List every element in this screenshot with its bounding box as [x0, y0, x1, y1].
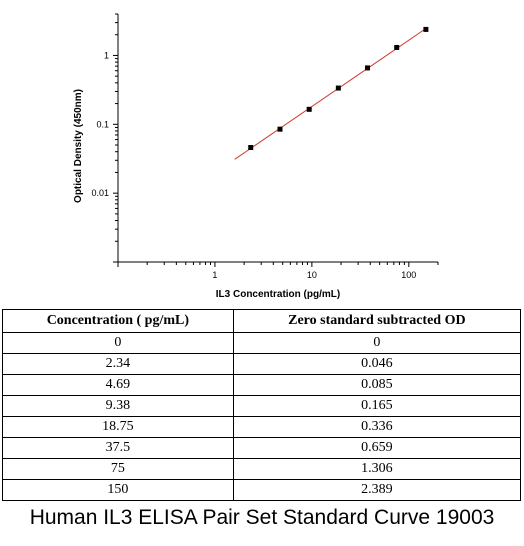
data-point: [277, 126, 283, 132]
concentration-cell: 9.38: [2, 395, 234, 417]
x-tick-label: 1: [212, 270, 217, 280]
data-point: [335, 85, 341, 91]
data-point: [423, 26, 429, 32]
x-tick-label: 100: [401, 270, 416, 280]
table-header-row: Concentration ( pg/mL) Zero standard sub…: [2, 309, 522, 333]
axes: [117, 14, 438, 263]
data-point: [365, 65, 371, 71]
column-header-concentration: Concentration ( pg/mL): [2, 309, 234, 333]
data-point: [394, 44, 400, 50]
od-cell: 0.165: [232, 395, 522, 417]
fit-line-group: [234, 28, 427, 160]
table-row: 4.69 0.085: [2, 374, 522, 396]
concentration-cell: 75: [2, 458, 234, 480]
ticks: 1 10 100 0.01 0.1 1: [91, 13, 439, 280]
x-axis-title: IL3 Concentration (pg/mL): [216, 289, 340, 300]
concentration-cell: 37.5: [2, 437, 234, 459]
od-cell: 1.306: [232, 458, 522, 480]
data-table: Concentration ( pg/mL) Zero standard sub…: [2, 309, 522, 501]
table-row: 9.38 0.165: [2, 395, 522, 417]
chart-svg: 1 10 100 0.01 0.1 1 IL3 Concentration (pg/mL)…: [73, 13, 439, 300]
table-row: 150 2.389: [2, 479, 522, 501]
concentration-cell: 0: [2, 332, 234, 354]
data-point: [248, 145, 254, 151]
od-cell: 0.336: [232, 416, 522, 438]
concentration-cell: 18.75: [2, 416, 234, 438]
table-row: 18.75 0.336: [2, 416, 522, 438]
y-axis-title: Optical Density (450nm): [73, 89, 84, 203]
y-tick-label: 0.1: [96, 119, 109, 129]
table-row: 37.5 0.659: [2, 437, 522, 459]
data-point: [306, 106, 312, 112]
fit-line: [234, 28, 427, 160]
table-row: 75 1.306: [2, 458, 522, 480]
od-cell: 0: [232, 332, 522, 354]
od-cell: 2.389: [232, 479, 522, 501]
y-tick-label: 1: [104, 50, 109, 60]
column-header-od: Zero standard subtracted OD: [232, 309, 522, 333]
y-tick-label: 0.01: [91, 188, 109, 198]
od-cell: 0.046: [232, 353, 522, 375]
data-points: [248, 26, 429, 151]
figure-caption: Human IL3 ELISA Pair Set Standard Curve …: [29, 506, 495, 529]
concentration-cell: 2.34: [2, 353, 234, 375]
od-cell: 0.085: [232, 374, 522, 396]
table-body: 0 0 2.34 0.046 4.69 0.085 9.38 0.165 18.75 0.336 3…: [2, 332, 522, 501]
concentration-cell: 4.69: [2, 374, 234, 396]
concentration-cell: 150: [2, 479, 234, 501]
standard-curve-chart: 1 10 100 0.01 0.1 1 IL3 Concentration (pg/mL)…: [73, 13, 439, 300]
table-row: 2.34 0.046: [2, 353, 522, 375]
od-cell: 0.659: [232, 437, 522, 459]
x-tick-label: 10: [307, 270, 317, 280]
